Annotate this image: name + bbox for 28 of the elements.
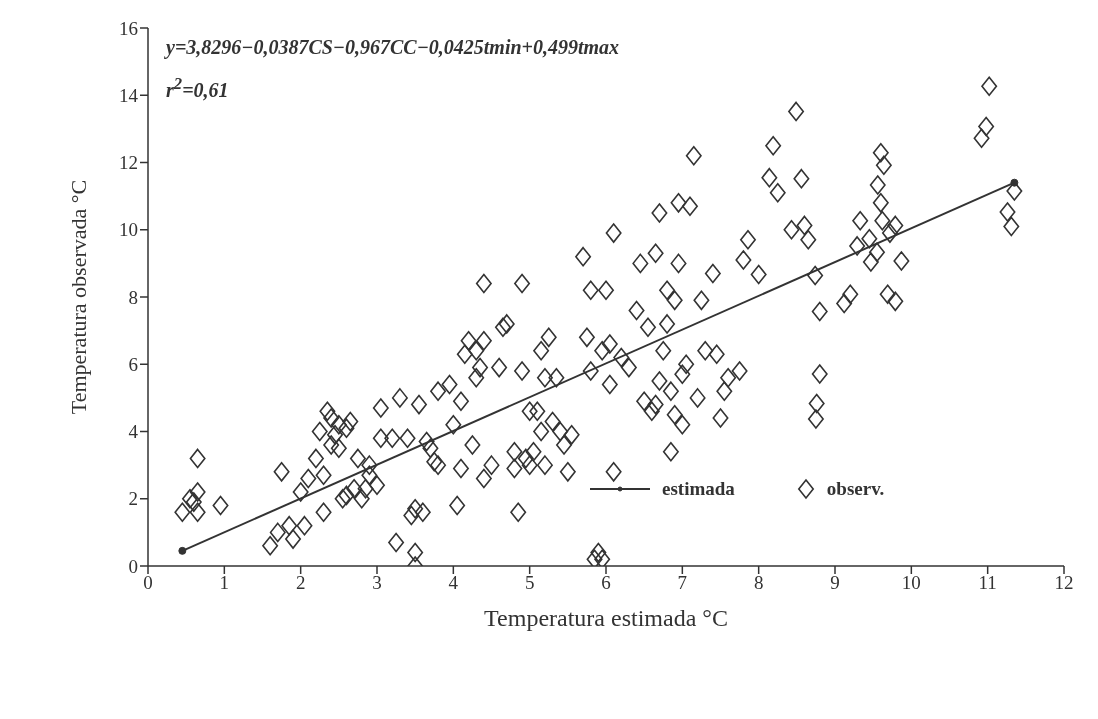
x-tick-label: 8 xyxy=(753,572,764,594)
x-tick-label: 9 xyxy=(830,572,840,594)
y-tick-label: 14 xyxy=(119,85,139,106)
x-tick-label: 2 xyxy=(295,572,306,594)
y-tick-label: 2 xyxy=(128,488,138,510)
y-tick-label: 8 xyxy=(128,286,138,308)
x-tick-label: 7 xyxy=(677,572,688,594)
x-axis-title: Temperatura estimada °C xyxy=(484,605,728,631)
y-tick-label: 6 xyxy=(128,353,138,375)
y-axis-title: Temperatura observada °C xyxy=(65,179,91,415)
y-tick-label: 4 xyxy=(128,421,139,443)
y-tick-label: 12 xyxy=(119,152,138,174)
x-tick-label: 3 xyxy=(372,572,382,594)
x-tick-label: 5 xyxy=(524,572,535,594)
x-tick-label: 1 xyxy=(219,572,230,594)
x-tick-label: 4 xyxy=(448,572,459,594)
legend-label: estimada xyxy=(662,478,735,500)
annotation: r$^{2}$=0,61 xyxy=(166,74,229,102)
y-tick-label: 0 xyxy=(128,555,138,577)
x-tick-label: 6 xyxy=(601,572,611,594)
x-tick-label: 11 xyxy=(978,572,997,594)
y-tick-label: 10 xyxy=(119,219,138,241)
legend-label: observ. xyxy=(826,478,885,500)
annotation: y=3,8296−0,0387CS−0,967CC−0,0425tmin+0,499tmax xyxy=(166,36,620,59)
x-tick-label: 10 xyxy=(901,572,921,594)
x-tick-label: 12 xyxy=(1054,572,1074,594)
x-tick-label: 0 xyxy=(143,572,153,594)
y-tick-label: 16 xyxy=(119,17,138,39)
